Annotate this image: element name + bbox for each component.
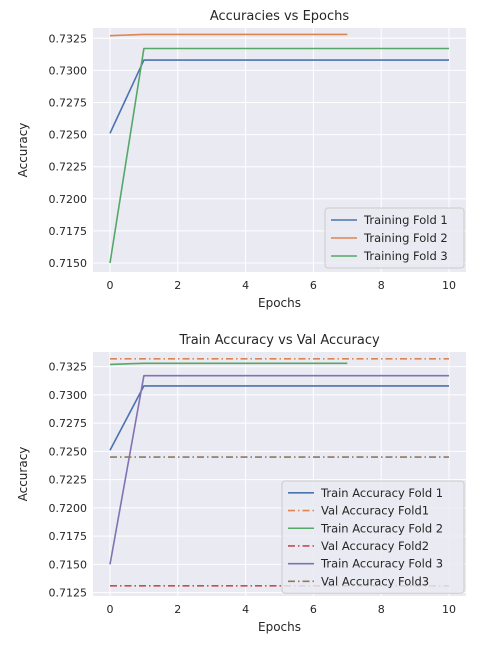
chart-title: Accuracies vs Epochs: [210, 9, 350, 24]
y-axis-label: Accuracy: [16, 447, 30, 502]
x-tick-label: 8: [378, 279, 385, 292]
y-tick-label: 0.7225: [49, 161, 88, 174]
x-tick-label: 4: [242, 279, 249, 292]
x-tick-label: 0: [106, 279, 113, 292]
series-line-3: [109, 362, 348, 366]
legend-box: [324, 207, 465, 269]
series-line-5: [109, 374, 449, 565]
x-tick-label: 2: [174, 603, 181, 616]
y-axis-label: Accuracy: [16, 123, 30, 178]
y-tick-label: 0.7225: [49, 474, 88, 487]
y-tick-label: 0.7250: [49, 129, 88, 142]
x-tick-label: 6: [310, 603, 317, 616]
legend-box: [281, 480, 465, 594]
chart-2: 0 2 4 6 8 10 0.7125 0.7150 0.7175 0.7200 0.7225 0.7…: [16, 333, 466, 634]
legend-label: Training Fold 1: [363, 213, 448, 227]
x-tick-label: 0: [106, 603, 113, 616]
y-tick-label: 0.7200: [49, 193, 88, 206]
x-tick-label: 8: [378, 603, 385, 616]
legend: Training Fold 1 Training Fold 2 Training F…: [324, 207, 465, 269]
series-line-1: [109, 385, 449, 451]
legend-label: Train Accuracy Fold 2: [320, 521, 443, 535]
y-tick-label: 0.7200: [49, 502, 88, 515]
legend-label: Val Accuracy Fold3: [321, 574, 429, 588]
series-line-3: [109, 47, 449, 264]
y-tick-label: 0.7125: [49, 587, 88, 600]
y-tick-label: 0.7250: [49, 445, 88, 458]
y-tick-label: 0.7150: [49, 558, 88, 571]
series-line-2: [109, 33, 348, 37]
x-tick-label: 2: [174, 279, 181, 292]
legend: Train Accuracy Fold 1 Val Accuracy Fold1 T…: [281, 480, 465, 594]
y-tick-label: 0.7175: [49, 225, 88, 238]
y-tick-label: 0.7300: [49, 389, 88, 402]
x-tick-label: 6: [310, 279, 317, 292]
x-tick-label: 10: [442, 603, 456, 616]
y-tick-label: 0.7275: [49, 96, 88, 109]
legend-label: Training Fold 2: [363, 231, 448, 245]
chart-1: 0 2 4 6 8 10 0.7150 0.7175 0.7200 0.7225 0.7250 0.7…: [16, 9, 466, 310]
y-tick-label: 0.7325: [49, 361, 88, 374]
legend-label: Train Accuracy Fold 1: [320, 486, 443, 500]
x-tick-label: 10: [442, 279, 456, 292]
legend-label: Val Accuracy Fold2: [321, 539, 429, 553]
x-axis-label: Epochs: [258, 620, 301, 634]
y-tick-label: 0.7300: [49, 64, 88, 77]
series-line-1: [109, 59, 449, 134]
y-tick-label: 0.7275: [49, 417, 88, 430]
legend-label: Training Fold 3: [363, 249, 448, 263]
y-tick-label: 0.7175: [49, 530, 88, 543]
y-tick-label: 0.7325: [49, 32, 88, 45]
x-tick-label: 4: [242, 603, 249, 616]
y-tick-label: 0.7150: [49, 257, 88, 270]
legend-label: Val Accuracy Fold1: [321, 504, 429, 518]
chart-title: Train Accuracy vs Val Accuracy: [178, 333, 380, 348]
x-axis-label: Epochs: [258, 296, 301, 310]
legend-label: Train Accuracy Fold 3: [320, 557, 443, 571]
